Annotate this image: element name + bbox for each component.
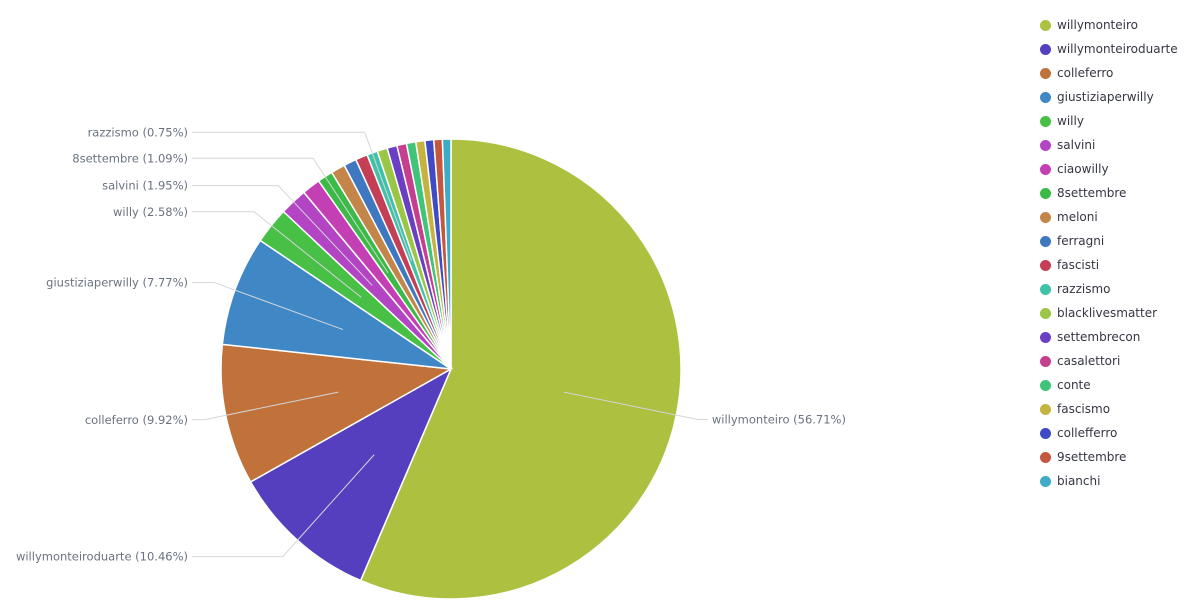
pie-chart: willymonteiro (56.71%) willymonteiroduart…	[16, 125, 846, 600]
legend-label: colleferro	[1057, 66, 1114, 80]
legend-label: fascismo	[1057, 402, 1111, 416]
slice-label-willymonteiroduarte: willymonteiroduarte (10.46%)	[16, 550, 188, 564]
legend-swatch	[1040, 43, 1051, 55]
legend-item-collefferro[interactable]: collefferro	[1040, 421, 1178, 445]
legend-swatch	[1040, 307, 1051, 319]
legend-swatch	[1040, 235, 1051, 247]
legend-item-salvini[interactable]: salvini	[1040, 133, 1178, 157]
legend-swatch	[1040, 283, 1051, 295]
legend-swatch	[1040, 451, 1051, 463]
legend-item-casalettori[interactable]: casalettori	[1040, 349, 1178, 373]
legend-item-blacklivesmatter[interactable]: blacklivesmatter	[1040, 301, 1178, 325]
leader-line-8settembre	[192, 157, 389, 274]
legend-label: willy	[1057, 114, 1084, 128]
leader-line-willymonteiroduarte	[192, 454, 375, 558]
leader-line-salvini	[192, 185, 373, 286]
legend-label: blacklivesmatter	[1057, 306, 1158, 320]
legend-label: collefferro	[1057, 426, 1118, 440]
legend-item-razzismo[interactable]: razzismo	[1040, 277, 1178, 301]
slice-label-giustiziaperwilly: giustiziaperwilly (7.77%)	[46, 276, 188, 290]
legend-item-willymonteiro[interactable]: willymonteiro	[1040, 13, 1178, 37]
legend-label: bianchi	[1057, 474, 1101, 488]
legend-item-conte[interactable]: conte	[1040, 373, 1178, 397]
legend-swatch	[1040, 163, 1051, 175]
legend-label: 8settembre	[1057, 186, 1127, 200]
legend-swatch	[1040, 403, 1051, 415]
leader-line-willymonteiro	[563, 391, 708, 421]
legend-item-9settembre[interactable]: 9settembre	[1040, 445, 1178, 469]
slice-label-willy: willy (2.58%)	[113, 205, 188, 219]
legend-label: ferragni	[1057, 234, 1105, 248]
leader-line-colleferro	[192, 391, 339, 421]
legend-item-colleferro[interactable]: colleferro	[1040, 61, 1178, 85]
legend-item-fascisti[interactable]: fascisti	[1040, 253, 1178, 277]
legend-item-meloni[interactable]: meloni	[1040, 205, 1178, 229]
label-leader-lines	[192, 131, 708, 558]
legend-label: ciaowilly	[1057, 162, 1109, 176]
slice-label-8settembre: 8settembre (1.09%)	[72, 151, 188, 165]
legend-swatch	[1040, 115, 1051, 127]
legend: willymonteiro willymonteiroduarte collefer…	[1040, 13, 1178, 493]
slice-label-razzismo: razzismo (0.75%)	[88, 125, 188, 139]
pie-slices	[220, 138, 682, 600]
legend-label: 9settembre	[1057, 450, 1127, 464]
legend-label: settembrecon	[1057, 330, 1141, 344]
leader-line-willy	[192, 211, 362, 298]
legend-label: meloni	[1057, 210, 1098, 224]
legend-swatch	[1040, 91, 1051, 103]
slice-label-willymonteiro: willymonteiro (56.71%)	[712, 413, 846, 427]
leader-line-razzismo	[192, 131, 413, 262]
slice-label-colleferro: colleferro (9.92%)	[85, 413, 188, 427]
legend-swatch	[1040, 139, 1051, 151]
legend-swatch	[1040, 475, 1051, 487]
legend-item-willymonteiroduarte[interactable]: willymonteiroduarte	[1040, 37, 1178, 61]
legend-item-ferragni[interactable]: ferragni	[1040, 229, 1178, 253]
leader-line-giustiziaperwilly	[192, 282, 344, 331]
legend-label: razzismo	[1057, 282, 1111, 296]
legend-label: conte	[1057, 378, 1091, 392]
legend-swatch	[1040, 355, 1051, 367]
legend-swatch	[1040, 211, 1051, 223]
legend-label: salvini	[1057, 138, 1096, 152]
slice-labels: willymonteiro (56.71%) willymonteiroduart…	[16, 125, 846, 563]
legend-item-8settembre[interactable]: 8settembre	[1040, 181, 1178, 205]
slice-label-salvini: salvini (1.95%)	[102, 179, 188, 193]
legend-swatch	[1040, 187, 1051, 199]
legend-swatch	[1040, 427, 1051, 439]
legend-label: giustiziaperwilly	[1057, 90, 1154, 104]
legend-item-willy[interactable]: willy	[1040, 109, 1178, 133]
legend-swatch	[1040, 67, 1051, 79]
legend-item-settembrecon[interactable]: settembrecon	[1040, 325, 1178, 349]
legend-swatch	[1040, 19, 1051, 31]
legend-swatch	[1040, 259, 1051, 271]
legend-swatch	[1040, 331, 1051, 343]
legend-item-bianchi[interactable]: bianchi	[1040, 469, 1178, 493]
legend-label: fascisti	[1057, 258, 1100, 272]
legend-label: willymonteiro	[1057, 18, 1138, 32]
legend-item-ciaowilly[interactable]: ciaowilly	[1040, 157, 1178, 181]
legend-item-fascismo[interactable]: fascismo	[1040, 397, 1178, 421]
legend-label: casalettori	[1057, 354, 1121, 368]
legend-swatch	[1040, 379, 1051, 391]
pie-slice-bianchi[interactable]	[441, 138, 452, 370]
legend-label: willymonteiroduarte	[1057, 42, 1178, 56]
legend-item-giustiziaperwilly[interactable]: giustiziaperwilly	[1040, 85, 1178, 109]
